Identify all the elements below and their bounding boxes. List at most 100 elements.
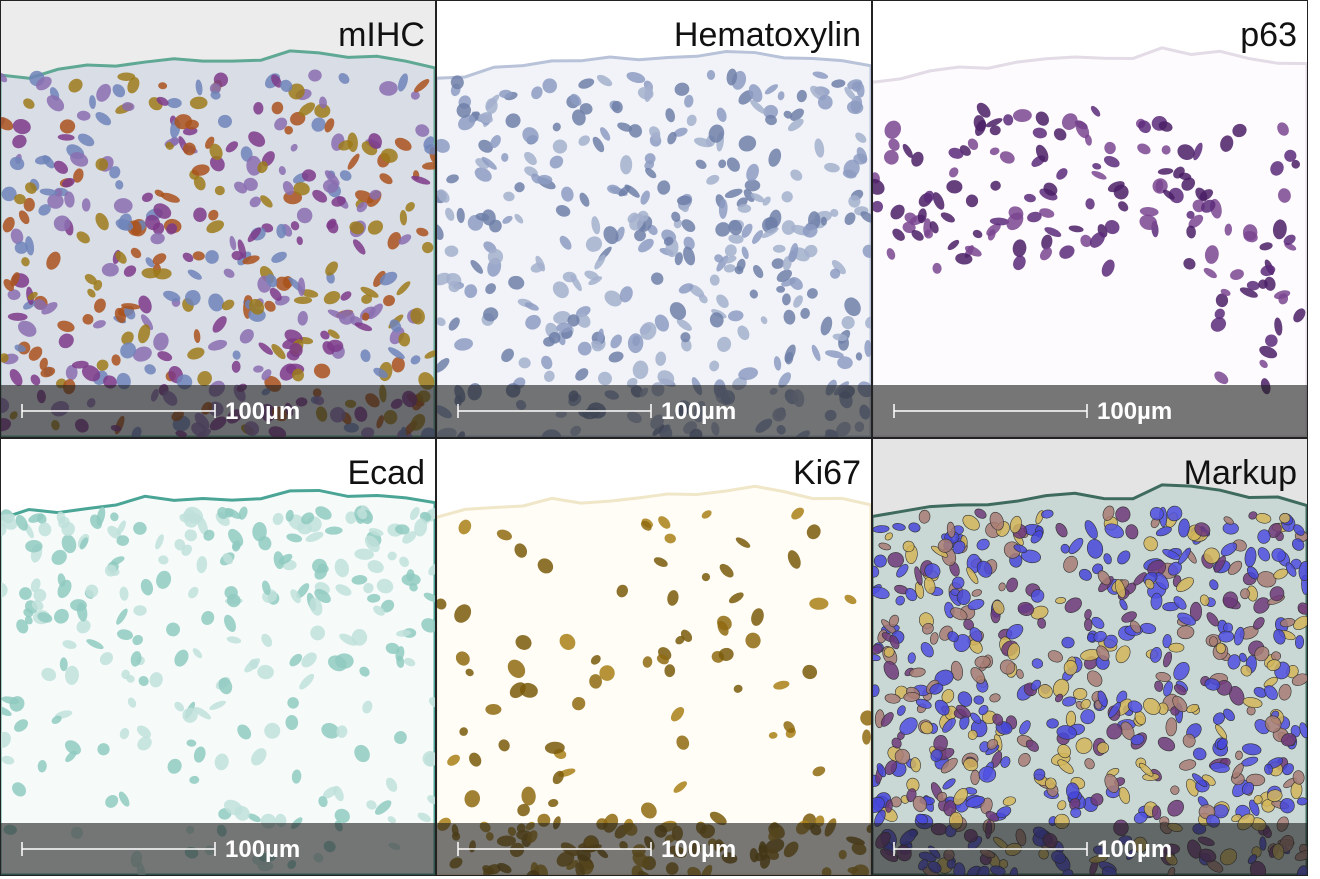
nucleus [1038, 684, 1053, 699]
nucleus [208, 209, 219, 221]
nucleus [144, 364, 156, 375]
nucleus [297, 277, 306, 297]
nucleus [1068, 225, 1084, 233]
nucleus [301, 652, 317, 668]
nucleus [746, 163, 759, 182]
nucleus [14, 241, 28, 254]
nucleus [896, 705, 906, 716]
nucleus [1178, 172, 1192, 181]
nucleus [1055, 523, 1068, 538]
nucleus [197, 370, 212, 387]
nucleus [1178, 518, 1190, 538]
nucleus [86, 639, 104, 650]
nucleus [806, 288, 818, 299]
nucleus [922, 622, 934, 635]
nucleus [638, 238, 654, 253]
nucleus [481, 156, 497, 170]
nucleus [367, 560, 384, 574]
nucleus [188, 586, 199, 599]
nucleus [410, 307, 425, 325]
nucleus [1257, 547, 1271, 562]
nucleus [155, 534, 164, 550]
nucleus [910, 757, 921, 773]
nucleus [1158, 121, 1173, 132]
nucleus [1092, 163, 1102, 170]
nucleus [714, 254, 724, 263]
nucleus [57, 134, 75, 141]
nucleus [896, 564, 909, 578]
nucleus [1035, 144, 1049, 163]
nucleus [855, 352, 863, 361]
nucleus [1231, 814, 1242, 823]
nucleus [327, 329, 340, 339]
nucleus [362, 700, 373, 714]
nucleus [1154, 680, 1164, 692]
nucleus [132, 346, 152, 362]
nucleus [166, 622, 181, 637]
nucleus [9, 156, 25, 171]
nucleus [7, 289, 21, 301]
nucleus [296, 207, 313, 224]
nucleus [285, 509, 294, 522]
nucleus [1057, 759, 1074, 774]
nucleus [895, 595, 905, 606]
nucleus [1060, 543, 1070, 554]
nucleus [920, 721, 934, 735]
nucleus [588, 276, 603, 286]
nucleus [1150, 592, 1163, 610]
panel-label: mIHC [338, 16, 425, 54]
nucleus [179, 513, 191, 523]
nucleus [892, 523, 906, 531]
nucleus [974, 508, 987, 519]
nucleus [1204, 245, 1219, 264]
nucleus [737, 204, 752, 213]
nucleus [1224, 223, 1233, 236]
nucleus [127, 697, 137, 708]
nucleus [379, 81, 398, 96]
nucleus [296, 236, 303, 246]
nucleus [489, 219, 502, 233]
nucleus [398, 332, 411, 347]
nucleus [1280, 618, 1296, 628]
nucleus [932, 192, 945, 210]
nucleus [599, 665, 615, 681]
nucleus [1130, 734, 1145, 746]
nucleus [167, 97, 182, 109]
nucleus [862, 729, 871, 745]
nucleus [231, 360, 241, 373]
nucleus [976, 538, 990, 551]
nucleus [686, 114, 697, 127]
nucleus [1103, 634, 1118, 649]
nucleus [885, 799, 893, 813]
nucleus [841, 316, 855, 330]
nucleus [290, 221, 300, 231]
nucleus [239, 329, 254, 344]
nucleus [436, 598, 447, 610]
nucleus [962, 514, 980, 531]
nucleus [290, 589, 301, 604]
nucleus [186, 739, 197, 747]
nucleus [752, 230, 764, 244]
nucleus [1073, 688, 1088, 700]
nucleus [888, 138, 900, 151]
nucleus [998, 582, 1006, 592]
nucleus [95, 212, 109, 231]
nucleus [709, 360, 720, 372]
nucleus [225, 141, 239, 153]
nucleus [1264, 715, 1282, 733]
nucleus [736, 258, 746, 272]
nucleus [436, 138, 450, 153]
nucleus [145, 257, 155, 268]
nucleus [957, 691, 973, 707]
nucleus [920, 642, 934, 658]
nucleus [802, 223, 818, 238]
nucleus [296, 583, 310, 599]
nucleus [1103, 553, 1112, 565]
nucleus [192, 251, 205, 261]
nucleus [501, 152, 509, 162]
nucleus [397, 73, 408, 92]
nucleus [1203, 267, 1217, 279]
nucleus [572, 109, 586, 126]
nucleus [349, 221, 365, 235]
nucleus [354, 548, 374, 560]
